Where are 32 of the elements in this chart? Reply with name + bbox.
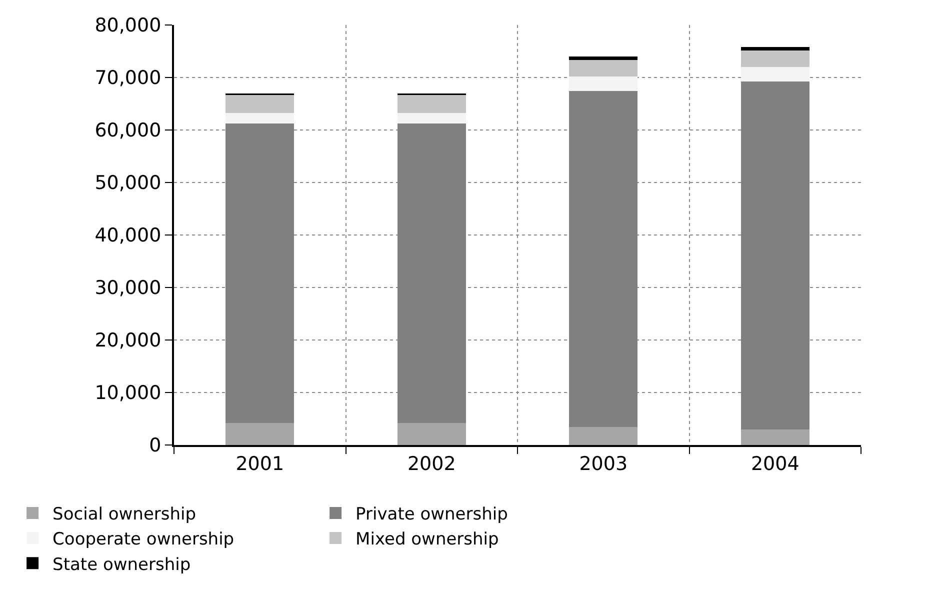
y-tick-label: 80,000 — [94, 14, 162, 37]
legend-label: Private ownership — [356, 504, 508, 525]
x-tick-label: 2002 — [407, 452, 456, 475]
bar — [740, 50, 810, 67]
x-tick-label: 2004 — [750, 452, 800, 475]
legend-label: State ownership — [52, 554, 191, 575]
y-tick-label: 20,000 — [94, 330, 162, 352]
y-tick-label: 70,000 — [94, 67, 162, 90]
x-tick-label: 2001 — [236, 452, 284, 475]
bar — [740, 429, 810, 445]
bar — [226, 422, 294, 445]
legend-label: Mixed ownership — [356, 530, 499, 550]
bar — [226, 94, 294, 114]
y-tick-label: 10,000 — [94, 382, 162, 404]
y-tick-label: 0 — [149, 434, 162, 457]
bar — [740, 67, 810, 82]
bar — [226, 113, 294, 124]
legend-label: Cooperate ownership — [52, 530, 234, 550]
bar — [397, 94, 466, 114]
x-tick-label: 2003 — [579, 452, 628, 475]
bar — [397, 113, 466, 124]
bar — [569, 60, 638, 76]
y-tick-label: 30,000 — [94, 277, 162, 300]
bar — [740, 47, 810, 51]
bar — [569, 76, 638, 92]
bar — [397, 422, 466, 445]
y-tick-label: 40,000 — [94, 224, 162, 247]
bar — [569, 56, 638, 60]
legend-label: Social ownership — [52, 504, 196, 525]
y-tick-label: 60,000 — [94, 120, 162, 142]
y-tick-label: 50,000 — [94, 172, 162, 194]
bar — [569, 427, 638, 445]
